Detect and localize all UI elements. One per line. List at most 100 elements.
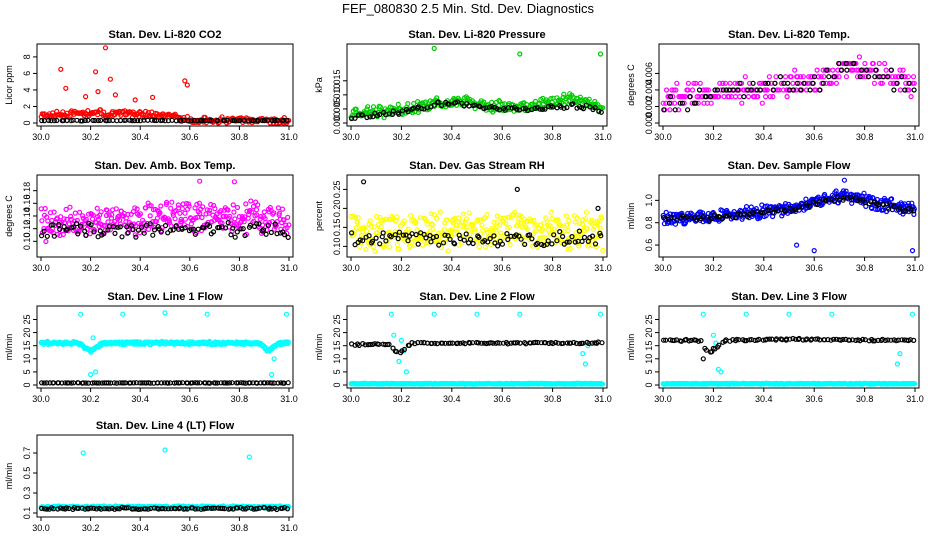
data-point	[757, 87, 763, 93]
series-1	[660, 335, 917, 362]
data-point	[760, 80, 766, 86]
data-point	[149, 117, 155, 123]
data-point	[173, 208, 179, 214]
data-point	[492, 240, 498, 246]
data-point	[112, 230, 118, 236]
data-point	[85, 211, 92, 217]
data-point	[361, 179, 367, 185]
data-point	[51, 233, 57, 239]
data-point	[445, 248, 451, 254]
data-point	[95, 117, 101, 124]
data-point	[173, 223, 179, 229]
data-point	[189, 380, 195, 386]
data-point	[51, 118, 57, 124]
data-point	[671, 337, 677, 344]
data-point	[179, 218, 185, 224]
x-tick-label: 30.4	[755, 263, 773, 273]
data-point	[693, 100, 699, 106]
y-tick-label: 5	[644, 369, 654, 374]
data-point	[682, 93, 688, 100]
data-point	[737, 80, 743, 86]
data-point	[896, 204, 903, 211]
data-point	[281, 117, 287, 123]
data-point	[671, 87, 677, 93]
data-point	[396, 111, 402, 117]
series-1	[349, 179, 604, 249]
data-point	[547, 223, 553, 229]
data-point	[131, 506, 137, 512]
data-point	[285, 214, 291, 220]
data-point	[367, 218, 373, 224]
data-point	[705, 87, 712, 93]
y-tick-label: 0.25	[332, 181, 342, 199]
data-point	[871, 80, 878, 86]
data-point	[367, 341, 373, 348]
data-point	[796, 80, 802, 86]
data-point	[475, 217, 481, 223]
data-point	[71, 224, 77, 230]
data-point	[703, 93, 709, 100]
data-point	[85, 117, 91, 123]
data-point	[592, 98, 598, 105]
data-point	[835, 200, 841, 206]
data-point	[730, 87, 736, 93]
data-point	[249, 209, 255, 215]
x-tick-label: 30.2	[705, 394, 723, 404]
data-point	[110, 117, 116, 124]
data-point	[369, 238, 376, 244]
data-point	[897, 87, 904, 93]
x-tick-label: 30.0	[342, 132, 360, 142]
data-point	[836, 74, 842, 80]
data-point	[831, 74, 837, 80]
data-point	[574, 215, 580, 221]
data-point	[533, 228, 539, 234]
data-point	[145, 226, 152, 232]
data-point	[150, 94, 156, 101]
data-point	[730, 214, 736, 220]
data-point	[444, 217, 450, 223]
data-point	[786, 311, 792, 317]
data-point	[222, 380, 228, 386]
data-point	[367, 114, 373, 120]
data-point	[257, 216, 263, 222]
x-tick-label: 30.0	[32, 263, 50, 273]
data-point	[582, 361, 589, 367]
data-point	[889, 74, 896, 80]
data-point	[549, 241, 555, 247]
data-point	[732, 93, 739, 100]
x-tick-label: 30.6	[493, 394, 511, 404]
data-point	[583, 209, 590, 215]
data-point	[494, 106, 500, 112]
data-point	[897, 351, 903, 357]
data-point	[461, 224, 467, 230]
data-point	[285, 339, 291, 345]
data-point	[685, 87, 691, 93]
data-point	[504, 231, 510, 237]
data-point	[861, 67, 867, 73]
data-point	[876, 60, 882, 67]
y-tick-label: 10	[22, 354, 32, 364]
series-1	[661, 60, 917, 113]
data-point	[496, 107, 503, 113]
data-point	[188, 118, 194, 124]
data-point	[197, 178, 203, 184]
data-point	[531, 217, 537, 223]
data-point	[844, 67, 850, 73]
data-point	[557, 229, 563, 235]
series-0	[38, 447, 292, 511]
data-point	[117, 221, 123, 227]
data-point	[76, 209, 83, 215]
data-point	[748, 87, 754, 93]
data-point	[201, 225, 207, 231]
data-point	[687, 93, 693, 100]
data-point	[189, 505, 196, 511]
panel-title: Stan. Dev. Li-820 CO2	[109, 29, 222, 41]
data-point	[902, 208, 908, 214]
data-point	[101, 222, 108, 228]
x-tick-label: 30.0	[342, 394, 360, 404]
data-point	[127, 380, 134, 386]
data-point	[405, 226, 411, 232]
data-point	[261, 209, 267, 215]
data-point	[478, 340, 485, 346]
